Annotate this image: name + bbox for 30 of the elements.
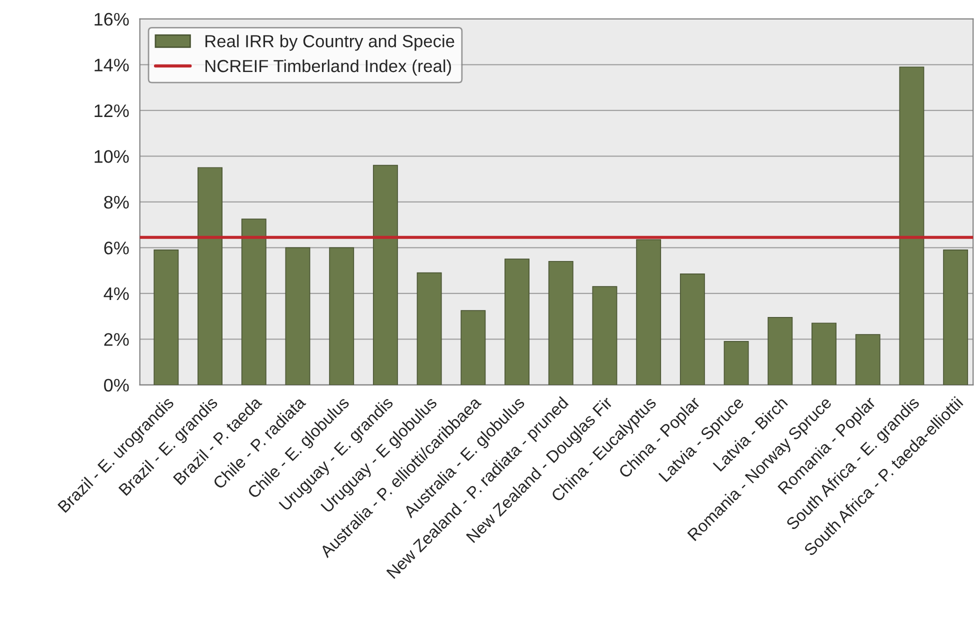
y-tick-label: 12% xyxy=(94,104,129,118)
bar xyxy=(416,272,442,385)
bar xyxy=(241,218,266,385)
legend-label: NCREIF Timberland Index (real) xyxy=(206,59,451,76)
bar xyxy=(855,334,880,385)
y-tick-label: 14% xyxy=(94,58,129,72)
bar xyxy=(460,310,486,385)
bar xyxy=(154,250,179,385)
y-tick-label: 16% xyxy=(94,12,129,26)
bar xyxy=(636,239,662,385)
bar xyxy=(504,258,530,385)
y-tick-label: 8% xyxy=(104,196,129,209)
bar xyxy=(592,286,618,385)
bar xyxy=(372,164,398,385)
y-tick-label: 6% xyxy=(104,242,129,254)
y-tick-label: 10% xyxy=(94,150,129,163)
bar xyxy=(680,274,705,385)
y-tick-label: 4% xyxy=(104,287,129,300)
y-tick-label: 2% xyxy=(104,333,129,346)
bar xyxy=(329,247,354,385)
bar xyxy=(943,250,968,385)
legend-label: Real IRR by Country and Specie xyxy=(206,34,454,51)
y-tick-label: 0% xyxy=(104,378,129,392)
bar xyxy=(899,66,924,385)
bar xyxy=(198,167,223,385)
bar xyxy=(768,317,793,385)
bar xyxy=(812,322,836,385)
bar xyxy=(285,247,310,385)
bar xyxy=(548,260,574,385)
bar xyxy=(724,341,749,385)
